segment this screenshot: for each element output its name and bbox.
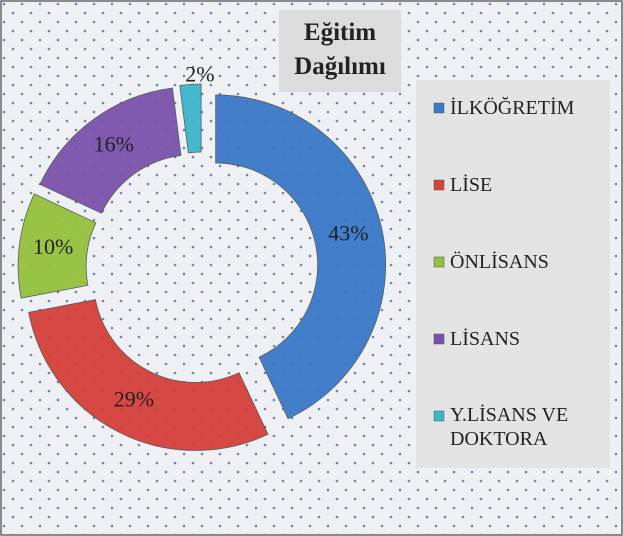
legend-label: LİSE — [450, 173, 492, 196]
legend-swatch — [433, 102, 445, 114]
legend-label: LİSANS — [450, 327, 520, 350]
donut-segment — [179, 83, 202, 154]
donut-segment — [28, 299, 269, 451]
data-label: 16% — [94, 132, 134, 157]
data-label: 2% — [185, 61, 214, 86]
donut-segment — [215, 94, 387, 420]
legend-label: İLKÖĞRETİM — [450, 96, 575, 119]
legend-swatch — [433, 410, 445, 422]
legend-box — [416, 80, 610, 468]
data-label: 29% — [114, 387, 154, 412]
legend-swatch — [433, 256, 445, 268]
chart-title: Eğitim Dağılımı — [294, 19, 386, 80]
title-box — [279, 10, 401, 92]
data-label: 10% — [33, 234, 73, 259]
legend-label: ÖNLİSANS — [450, 250, 549, 273]
legend-label: Y.LİSANS VE DOKTORA — [450, 403, 568, 450]
donut-segment — [39, 87, 182, 214]
data-label: 43% — [328, 220, 368, 245]
legend-swatch — [433, 179, 445, 191]
legend-swatch — [433, 333, 445, 345]
donut-segment — [17, 193, 97, 299]
